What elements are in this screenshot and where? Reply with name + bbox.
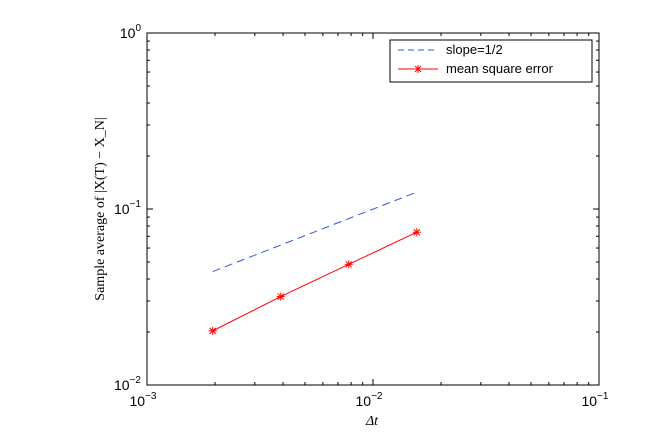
data-point-marker bbox=[208, 326, 217, 335]
series-line-1 bbox=[212, 231, 418, 332]
x-tick-label: 10−2 bbox=[356, 391, 383, 409]
y-axis-label: Sample average of |X(T) − X_N| bbox=[93, 117, 108, 300]
legend: slope=1/2 mean square error bbox=[389, 39, 593, 83]
y-tick-label: 10−1 bbox=[114, 199, 141, 217]
legend-label-slope: slope=1/2 bbox=[446, 42, 503, 57]
data-point-marker bbox=[412, 228, 421, 237]
series-group bbox=[208, 191, 421, 335]
x-tick-label: 10−1 bbox=[582, 391, 609, 409]
y-tick-label: 10−2 bbox=[114, 375, 141, 393]
series-line-0 bbox=[212, 191, 417, 273]
legend-label-mse: mean square error bbox=[446, 61, 554, 76]
x-axis-label: Δt bbox=[365, 414, 379, 429]
legend-marker-mse bbox=[414, 65, 422, 73]
x-tick-label: 10−3 bbox=[130, 391, 157, 409]
legend-box bbox=[389, 39, 593, 83]
y-tick-label: 100 bbox=[120, 23, 142, 41]
data-point-marker bbox=[344, 260, 353, 269]
data-point-marker bbox=[276, 292, 285, 301]
